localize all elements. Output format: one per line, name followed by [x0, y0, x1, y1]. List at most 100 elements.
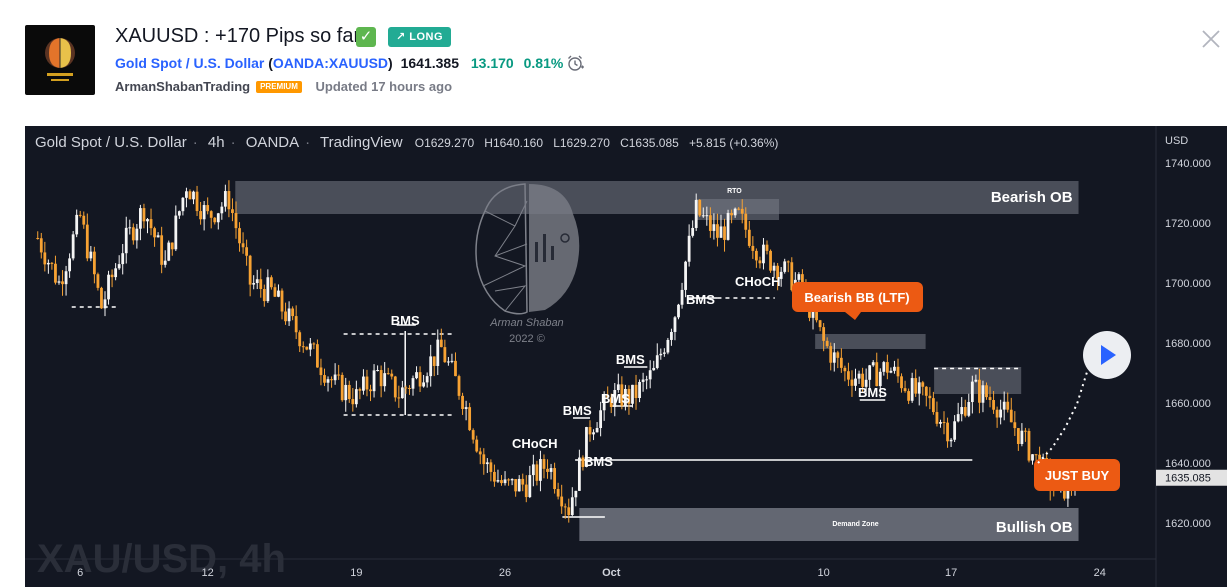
- candle-body: [277, 290, 280, 297]
- candle-body: [103, 299, 107, 309]
- play-button[interactable]: [1083, 331, 1131, 379]
- candle-body: [939, 422, 942, 424]
- candle-body: [733, 208, 737, 216]
- candle-body: [316, 344, 319, 368]
- y-tick-label: 1700.000: [1165, 278, 1211, 290]
- candle-body: [429, 356, 433, 377]
- candle-body: [765, 244, 769, 251]
- candle-body: [638, 381, 641, 399]
- candle-body: [493, 471, 496, 482]
- author-name-link[interactable]: ArmanShabanTrading: [115, 79, 251, 94]
- candle-body: [825, 340, 829, 347]
- candle-body: [708, 215, 712, 231]
- x-tick-label: 12: [202, 567, 214, 579]
- candle-body: [61, 281, 64, 285]
- candle-body: [128, 227, 132, 229]
- candle-body: [885, 362, 889, 373]
- candle-body: [496, 480, 500, 482]
- brain-logo-watermark: Arman Shaban 2022 ©: [475, 183, 580, 345]
- bearish-bb-callout: Bearish BB (LTF): [792, 282, 923, 320]
- candle-body: [645, 379, 649, 381]
- candle-body: [386, 373, 390, 375]
- annotation-labels-layer: BMS CHoCH BMS BMS BMS BMS CHoCH BMS BMS: [391, 274, 888, 469]
- candle-body: [43, 252, 47, 265]
- candle-body: [393, 376, 397, 398]
- idea-header: XAUUSD : +170 Pips so far ✓ ↗ LONG Gold …: [0, 0, 1227, 126]
- candle-body: [192, 191, 195, 200]
- candle-body: [560, 496, 564, 507]
- candle-body: [100, 287, 103, 309]
- candle-body: [323, 375, 326, 383]
- candle-body: [478, 451, 482, 455]
- legend-low: L1629.270: [553, 136, 610, 150]
- projection-path: [1037, 357, 1096, 464]
- current-price-tag: 1635.085: [1156, 469, 1227, 486]
- candle-body: [139, 208, 142, 229]
- candle-body: [301, 346, 305, 348]
- candle-body: [85, 224, 89, 259]
- x-axis-ticks[interactable]: 6 12 19 26 Oct 10 17 24: [77, 567, 1106, 579]
- logo-name-text: Arman Shaban: [489, 317, 563, 329]
- candle-body: [252, 283, 256, 285]
- candle-body: [981, 385, 985, 403]
- zone-rect: [235, 181, 1079, 214]
- candle-body: [620, 384, 624, 406]
- candle-body: [167, 242, 171, 261]
- symbol-ticker-link[interactable]: OANDA:XAUUSD: [272, 55, 389, 71]
- candle-body: [832, 352, 836, 363]
- check-icon: ✓: [356, 27, 376, 47]
- candle-body: [517, 478, 521, 492]
- candle-body: [900, 376, 903, 389]
- candle-body: [471, 430, 475, 440]
- candle-body: [351, 399, 355, 405]
- y-tick-label: 1740.000: [1165, 158, 1211, 170]
- candle-body: [174, 215, 178, 250]
- candle-body: [581, 457, 585, 468]
- zones-layer: Bearish OB Bullish OB Demand Zone RTO: [235, 181, 1079, 541]
- candle-body: [223, 191, 227, 207]
- price-scale[interactable]: [1156, 126, 1227, 587]
- candle-body: [524, 484, 528, 498]
- zone-rect: [815, 334, 926, 349]
- candle-body: [238, 228, 241, 244]
- symbol-name-link[interactable]: Gold Spot / U.S. Dollar: [115, 55, 265, 71]
- candle-body: [549, 468, 553, 472]
- candle-body: [553, 468, 556, 490]
- candle-body: [1016, 428, 1020, 444]
- candle-body: [850, 379, 854, 386]
- candle-body: [577, 457, 581, 491]
- candle-body: [857, 373, 861, 379]
- candle-body: [974, 379, 978, 382]
- zone-rect: [934, 367, 1022, 394]
- candle-body: [400, 387, 404, 399]
- candle-body: [206, 205, 210, 212]
- chart-panel[interactable]: XAU/USD, 4h Arman Shaban 2022 © Bearish …: [25, 126, 1227, 587]
- candle-body: [843, 367, 847, 372]
- legend-close: C1635.085: [620, 136, 679, 150]
- candle-body: [149, 219, 153, 229]
- zone-rect: [579, 508, 1079, 541]
- candle-body: [878, 371, 882, 387]
- candle-body: [754, 250, 758, 261]
- candle-body: [744, 213, 748, 230]
- candle-body: [680, 289, 684, 305]
- candle-body: [312, 343, 316, 345]
- candle-body: [762, 244, 765, 264]
- candle-body: [910, 378, 914, 401]
- candle-body: [999, 409, 1003, 418]
- structure-label: BMS: [584, 454, 613, 469]
- candle-body: [142, 208, 146, 222]
- close-icon[interactable]: [1200, 28, 1222, 50]
- candle-body: [231, 209, 234, 214]
- candle-body: [609, 397, 613, 407]
- candle-body: [213, 217, 217, 223]
- alarm-clock-icon[interactable]: [566, 54, 584, 72]
- candle-body: [446, 361, 450, 363]
- candle-body: [39, 238, 43, 253]
- author-avatar[interactable]: [25, 25, 95, 95]
- candlestick-chart[interactable]: XAU/USD, 4h Arman Shaban 2022 © Bearish …: [25, 126, 1227, 587]
- candle-body: [117, 264, 121, 269]
- candle-body: [595, 427, 599, 433]
- candle-body: [970, 381, 974, 403]
- candle-body: [574, 490, 578, 498]
